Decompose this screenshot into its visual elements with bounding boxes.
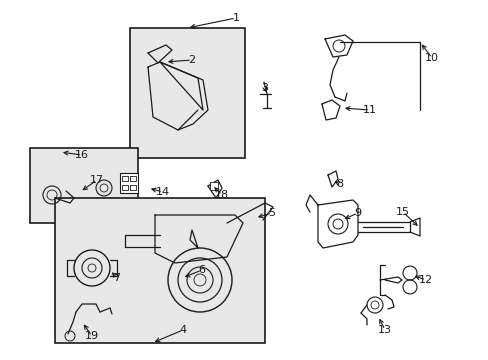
Text: 3: 3 bbox=[261, 83, 268, 93]
Bar bbox=[130, 176, 136, 181]
Bar bbox=[130, 28, 244, 158]
Text: 16: 16 bbox=[75, 150, 89, 160]
Bar bbox=[30, 148, 138, 223]
Bar bbox=[122, 176, 128, 181]
Text: 17: 17 bbox=[90, 175, 104, 185]
Text: 14: 14 bbox=[156, 187, 170, 197]
Bar bbox=[209, 182, 218, 190]
Text: 4: 4 bbox=[179, 325, 186, 335]
Text: 7: 7 bbox=[113, 273, 121, 283]
Bar bbox=[122, 185, 128, 190]
Bar bbox=[120, 173, 138, 193]
Text: 6: 6 bbox=[198, 265, 205, 275]
Text: 12: 12 bbox=[418, 275, 432, 285]
Text: 19: 19 bbox=[85, 331, 99, 341]
Text: 9: 9 bbox=[354, 208, 361, 218]
Text: 18: 18 bbox=[215, 190, 228, 200]
Text: 13: 13 bbox=[377, 325, 391, 335]
Text: 2: 2 bbox=[188, 55, 195, 65]
Text: 8: 8 bbox=[336, 179, 343, 189]
Text: 10: 10 bbox=[424, 53, 438, 63]
Text: 5: 5 bbox=[268, 208, 275, 218]
Text: 15: 15 bbox=[395, 207, 409, 217]
Bar bbox=[130, 185, 136, 190]
Bar bbox=[55, 198, 264, 343]
Text: 11: 11 bbox=[362, 105, 376, 115]
Text: 1: 1 bbox=[232, 13, 239, 23]
